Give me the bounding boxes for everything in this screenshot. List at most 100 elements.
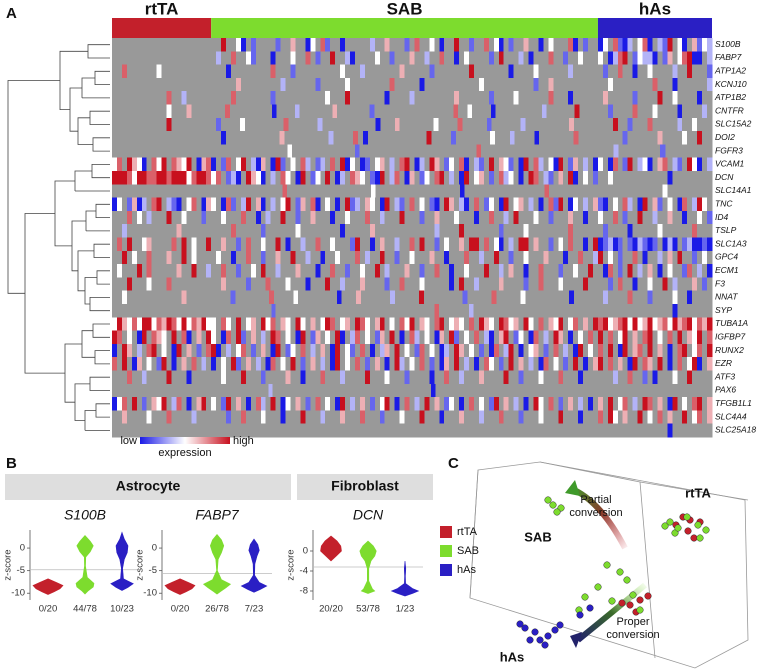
heatmap-cell: [196, 304, 201, 318]
heatmap-cell: [614, 144, 620, 158]
heatmap-cell: [618, 238, 623, 252]
heatmap-cell: [516, 118, 521, 132]
heatmap-cell: [514, 331, 519, 345]
heatmap-cell: [484, 331, 489, 345]
heatmap-cell: [578, 238, 583, 252]
heatmap-cell: [598, 144, 604, 158]
heatmap-cell: [424, 410, 429, 424]
heatmap-cell: [554, 291, 559, 305]
heatmap-cell: [206, 65, 211, 79]
heatmap-cell: [648, 384, 653, 398]
heatmap-cell: [538, 158, 543, 172]
heatmap-cell: [538, 171, 543, 185]
heatmap-cell: [633, 304, 638, 318]
heatmap-cell: [196, 65, 201, 79]
heatmap-cell: [291, 171, 296, 185]
y-axis-label: z-score: [3, 549, 14, 580]
heatmap-cell: [628, 384, 633, 398]
heatmap-cell: [533, 264, 538, 278]
heatmap-cell: [584, 105, 589, 119]
heatmap-cell: [543, 171, 548, 185]
heatmap-cell: [211, 211, 216, 225]
heatmap-cell: [132, 184, 137, 198]
heatmap-cell: [162, 118, 167, 132]
heatmap-cell: [638, 105, 643, 119]
heatmap-cell: [613, 424, 618, 438]
heatmap-cell: [474, 264, 479, 278]
heatmap-cell: [444, 410, 449, 424]
heatmap-cell: [618, 371, 623, 385]
heatmap-cell: [206, 118, 211, 132]
heatmap-cell: [503, 304, 508, 318]
heatmap-cell: [325, 397, 330, 411]
heatmap-cell: [489, 344, 494, 358]
heatmap-cell: [682, 424, 687, 438]
heatmap-cell: [172, 171, 177, 185]
heatmap-cell: [623, 211, 628, 225]
heatmap-cell: [325, 277, 330, 291]
heatmap-cell: [231, 118, 236, 132]
heatmap-cell: [295, 51, 300, 65]
heatmap-cell: [618, 224, 623, 238]
heatmap-cell: [438, 184, 443, 198]
heatmap-cell: [454, 144, 459, 158]
heatmap-cell: [295, 424, 300, 438]
heatmap-cell: [132, 397, 137, 411]
heatmap-cell: [697, 171, 702, 185]
heatmap-cell: [435, 304, 440, 318]
heatmap-cell: [499, 304, 504, 318]
heatmap-cell: [251, 371, 256, 385]
heatmap-cell: [677, 38, 682, 52]
heatmap-cell: [573, 410, 578, 424]
heatmap-cell: [564, 304, 569, 318]
heatmap-cell: [643, 344, 648, 358]
heatmap-cell: [514, 277, 519, 291]
heatmap-cell: [484, 78, 489, 92]
heatmap-cell: [286, 65, 291, 79]
heatmap-cell: [426, 105, 431, 119]
heatmap-cell: [638, 424, 643, 438]
heatmap-cell: [291, 317, 296, 331]
heatmap-cell: [435, 105, 440, 119]
heatmap-cell: [429, 224, 434, 238]
heatmap-cell: [181, 331, 186, 345]
heatmap-cell: [429, 65, 434, 79]
heatmap-cell: [398, 184, 403, 198]
heatmap-cell: [241, 371, 246, 385]
heatmap-cell: [137, 158, 142, 172]
heatmap-cell: [539, 131, 544, 145]
heatmap-cell: [181, 91, 186, 105]
heatmap-cell: [186, 304, 191, 318]
heatmap-cell: [281, 105, 286, 119]
heatmap-cell: [172, 251, 177, 265]
heatmap-cell: [652, 238, 657, 252]
heatmap-cell: [429, 424, 434, 438]
heatmap-cell: [330, 331, 335, 345]
heatmap-cell: [231, 171, 236, 185]
heatmap-cell: [427, 131, 432, 145]
heatmap-cell: [628, 65, 633, 79]
heatmap-cell: [524, 78, 529, 92]
heatmap-cell: [231, 410, 236, 424]
heatmap-cell: [496, 291, 501, 305]
heatmap-cell: [603, 184, 608, 198]
heatmap-cell: [375, 238, 380, 252]
heatmap-cell: [172, 118, 177, 132]
heatmap-cell: [672, 344, 677, 358]
heatmap-cell: [593, 91, 598, 105]
heatmap-cell: [271, 331, 276, 345]
heatmap-cell: [162, 424, 167, 438]
heatmap-cell: [390, 51, 395, 65]
heatmap-cell: [545, 291, 550, 305]
heatmap-cell: [250, 304, 255, 318]
heatmap-cell: [543, 65, 548, 79]
heatmap-cell: [504, 51, 509, 65]
heatmap-cell: [167, 158, 172, 172]
heatmap-cell: [424, 158, 429, 172]
heatmap-cell: [672, 38, 677, 52]
heatmap-cell: [225, 144, 230, 158]
heatmap-cell: [638, 118, 643, 132]
heatmap-cell: [469, 211, 474, 225]
heatmap-cell: [573, 38, 578, 52]
heatmap-cell: [395, 410, 400, 424]
